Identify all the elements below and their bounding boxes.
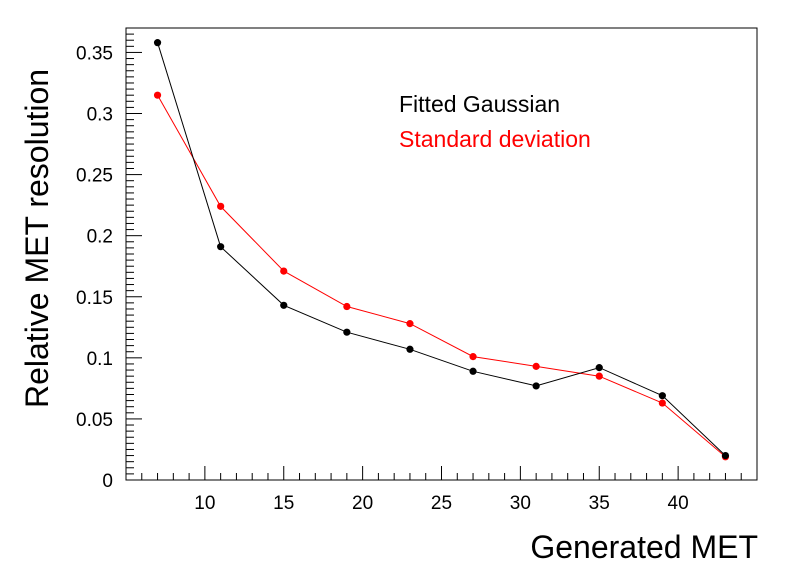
y-tick-label: 0.25 — [76, 166, 113, 187]
data-point-standard-deviation — [153, 91, 162, 99]
x-tick-label: 40 — [668, 493, 689, 514]
data-point-fitted-gaussian — [343, 328, 351, 336]
x-axis-ticks: 10 15 20 25 30 35 40 — [141, 466, 742, 514]
data-point-standard-deviation — [595, 372, 603, 380]
x-tick-label: 30 — [510, 493, 531, 514]
y-tick-label: 0.3 — [87, 105, 113, 126]
data-point-fitted-gaussian — [658, 392, 666, 400]
y-tick-label: 0.05 — [76, 410, 113, 431]
y-tick-label: 0.15 — [76, 288, 113, 309]
y-axis-title: Relative MET resolution — [19, 69, 55, 408]
data-point-standard-deviation — [406, 320, 414, 328]
legend-entry-fitted-gaussian: Fitted Gaussian — [399, 91, 560, 117]
data-point-standard-deviation — [532, 362, 540, 370]
data-point-fitted-gaussian — [721, 451, 730, 460]
data-point-standard-deviation — [469, 353, 477, 361]
y-tick-label: 0.1 — [87, 349, 113, 370]
x-tick-label: 20 — [352, 493, 373, 514]
data-point-fitted-gaussian — [280, 301, 288, 309]
data-point-fitted-gaussian — [595, 364, 603, 372]
legend-entry-standard-deviation: Standard deviation — [399, 126, 591, 152]
data-point-standard-deviation — [658, 399, 666, 407]
x-tick-label: 10 — [194, 493, 215, 514]
data-point-standard-deviation — [217, 202, 225, 210]
x-tick-label: 15 — [273, 493, 294, 514]
x-axis-title: Generated MET — [530, 529, 758, 565]
x-tick-label: 35 — [589, 493, 610, 514]
data-point-fitted-gaussian — [153, 39, 162, 47]
x-tick-label: 25 — [431, 493, 452, 514]
data-point-fitted-gaussian — [532, 382, 540, 390]
series-line-fitted-gaussian — [157, 42, 726, 456]
data-point-standard-deviation — [343, 302, 351, 311]
series-layer — [153, 39, 730, 461]
data-point-fitted-gaussian — [217, 243, 225, 251]
y-tick-label: 0 — [102, 471, 113, 492]
data-point-standard-deviation — [280, 267, 288, 275]
series-line-standard-deviation — [157, 94, 726, 458]
y-tick-label: 0.35 — [76, 43, 113, 64]
y-tick-label: 0.2 — [87, 227, 113, 248]
data-point-fitted-gaussian — [469, 367, 477, 375]
y-axis-ticks: 0 0.05 0.1 0.15 0.2 0.25 0.3 0.35 — [76, 27, 142, 492]
data-point-fitted-gaussian — [406, 345, 414, 353]
